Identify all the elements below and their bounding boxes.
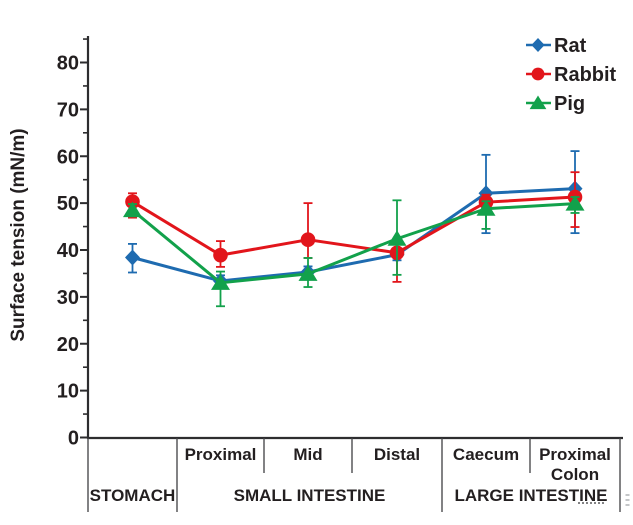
y-tick-label: 50 (57, 193, 79, 215)
category-label: Proximal (539, 445, 611, 464)
pig-marker (565, 195, 585, 211)
legend-label-rabbit: Rabbit (554, 64, 617, 86)
category-label: Proximal (185, 445, 257, 464)
y-tick-label: 70 (57, 99, 79, 121)
legend-marker-pig (529, 95, 547, 110)
pig-marker (476, 200, 496, 216)
category-label: Caecum (453, 445, 519, 464)
pig-line (131, 202, 576, 285)
y-tick-label: 60 (57, 146, 79, 168)
y-tick-label: 30 (57, 287, 79, 309)
legend-marker-rat (531, 37, 545, 53)
y-tick-label: 80 (57, 53, 79, 75)
group-label: LARGE INTESTINE (454, 486, 607, 505)
legend-marker-rabbit (531, 67, 545, 81)
legend-label-pig: Pig (554, 93, 585, 115)
category-label: Colon (551, 465, 599, 484)
legend-label-rat: Rat (554, 35, 587, 57)
chart-generated-content: 0 10 20 30 40 50 60 70 80 Proximal Mid Distal Caecum… (57, 35, 630, 512)
group-label: SMALL INTESTINE (234, 486, 386, 505)
rabbit-marker (300, 232, 316, 247)
rat-line (132, 187, 576, 283)
category-label: Distal (374, 445, 420, 464)
y-axis-title: Surface tension (mN/m) (8, 128, 29, 341)
y-tick-label: 0 (68, 428, 79, 450)
group-label: STOMACH (90, 486, 176, 505)
pig-marker (211, 274, 230, 290)
rabbit-marker (213, 247, 228, 263)
y-tick-label: 10 (57, 381, 79, 403)
pig-marker (123, 201, 142, 218)
category-label: Mid (293, 445, 322, 464)
rabbit-line (131, 195, 576, 257)
pig-marker (298, 265, 318, 281)
y-tick-label: 40 (57, 240, 79, 262)
rat-marker (125, 249, 140, 266)
y-tick-label: 20 (57, 334, 79, 356)
pig-marker (387, 230, 407, 246)
